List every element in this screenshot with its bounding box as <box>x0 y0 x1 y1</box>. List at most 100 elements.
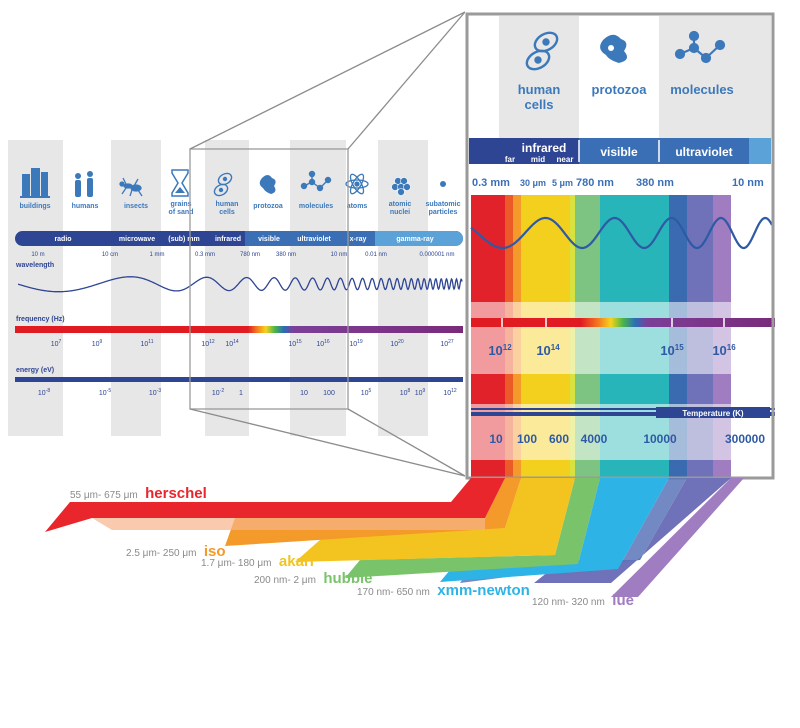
wavelength-tick: 10 nm <box>331 252 348 258</box>
object-label: protozoa <box>592 82 648 97</box>
temperature-tick: 10 <box>489 432 503 446</box>
band-label: infrared <box>522 141 567 155</box>
object-label: atomic <box>389 201 412 208</box>
insect-icon <box>119 177 143 197</box>
frequency-label: frequency (Hz) <box>16 316 65 323</box>
wavelength-tick: 5 μm <box>552 178 573 188</box>
energy-bar <box>15 377 463 382</box>
wavelength-tick: 30 μm <box>520 178 546 188</box>
frequency-tick: 1012 <box>488 343 512 358</box>
buildings-icon <box>20 168 50 198</box>
mission-label-akari: 1.7 μm- 180 μm akari <box>201 553 314 570</box>
cells-icon <box>525 31 559 71</box>
energy-tick: 10-5 <box>99 388 111 397</box>
object-label: protozoa <box>253 203 283 210</box>
frequency-tick: 107 <box>51 339 62 348</box>
object-label-line2: cells <box>525 97 554 112</box>
molecule-icon <box>300 170 332 192</box>
hourglass-icon <box>171 169 189 197</box>
energy-tick: 1 <box>239 390 243 397</box>
band-label: x-ray <box>350 236 367 243</box>
object-label: human <box>216 201 239 208</box>
mission-ribbons <box>45 478 744 597</box>
energy-tick: 10-8 <box>38 388 50 397</box>
frequency-ticks: 1012 1014 1015 1016 <box>488 343 736 358</box>
band-label: far <box>505 155 515 164</box>
energy-tick: 10-3 <box>149 388 161 397</box>
ribbon-hubble <box>345 478 600 578</box>
frequency-tick: 1027 <box>440 339 454 348</box>
frequency-tick: 1016 <box>316 339 330 348</box>
mission-label-xmm-newton: 170 nm- 650 nm xmm-newton <box>357 582 530 599</box>
object-label-line2: particles <box>429 209 458 216</box>
protozoa-icon <box>259 175 276 194</box>
frequency-bar <box>15 326 463 333</box>
band-label: radio <box>54 236 71 243</box>
wavelength-tick: 0.01 nm <box>365 252 387 258</box>
object-label-line2: of sand <box>169 209 194 216</box>
band-label: ultraviolet <box>675 145 732 159</box>
wavelength-tick: 380 nm <box>636 177 674 189</box>
frequency-tick: 109 <box>92 339 103 348</box>
band-label: visible <box>258 236 280 243</box>
protozoa-icon <box>600 34 628 63</box>
zoom-box <box>189 11 466 477</box>
atom-icon <box>345 173 369 195</box>
frequency-tick: 1015 <box>288 339 302 348</box>
frequency-tick: 1014 <box>225 339 239 348</box>
wavelength-tick: 780 nm <box>240 252 260 258</box>
band-visible <box>579 138 659 164</box>
object-label: atoms <box>347 203 368 210</box>
ribbon-fill <box>534 478 731 583</box>
energy-tick: 100 <box>323 390 335 397</box>
temperature-tick: 300000 <box>725 432 765 446</box>
ribbon-iue <box>611 478 744 597</box>
frequency-tick: 1012 <box>201 339 215 348</box>
wavelength-tick: 380 nm <box>276 252 296 258</box>
nucleus-icon <box>391 177 411 196</box>
mission-label-herschel: 55 μm- 675 μm herschel <box>70 485 207 502</box>
object-label: molecules <box>299 203 333 210</box>
frequency-ticks: 107 109 1011 1012 1014 1015 1016 1019 1020 1027 <box>51 339 454 348</box>
wavelength-tick: 10 cm <box>102 252 118 258</box>
temperature-tick: 4000 <box>581 432 608 446</box>
object-label-line2: cells <box>219 209 235 216</box>
zoom-panel: human cells protozoa molecules infrared … <box>465 12 775 480</box>
wavelength-tick: 0.000001 nm <box>419 252 454 258</box>
mission-label-iue: 120 nm- 320 nm iue <box>532 592 634 609</box>
particle-icon <box>440 181 446 187</box>
object-label: subatomic <box>425 201 460 208</box>
object-label: grains <box>170 201 191 208</box>
object-label: human <box>518 82 561 97</box>
temperature-tick: 100 <box>517 432 537 446</box>
wavelength-label: wavelength <box>15 262 54 269</box>
energy-tick: 10-2 <box>212 388 224 397</box>
stripe <box>659 16 771 138</box>
object-label: molecules <box>670 82 734 97</box>
ribbon-akari <box>295 478 575 562</box>
object-label: buildings <box>19 203 50 210</box>
mission-label-iso: 2.5 μm- 250 μm iso <box>126 543 226 560</box>
energy-tick: 105 <box>361 388 372 397</box>
object-label-line2: nuclei <box>390 209 410 216</box>
energy-tick: 108 <box>400 388 411 397</box>
temperature-tick: 10000 <box>643 432 677 446</box>
band-infrared <box>499 138 579 164</box>
ribbon-herschel <box>45 478 505 532</box>
energy-tick: 1012 <box>443 388 457 397</box>
band-label: near <box>557 155 574 164</box>
wavelength-wave <box>470 216 773 250</box>
temperature-bar <box>471 412 775 416</box>
band-label: (sub) mm <box>168 236 200 243</box>
frequency-bar <box>471 318 775 327</box>
energy-tick: 10 <box>300 390 308 397</box>
temperature-tick: 600 <box>549 432 569 446</box>
energy-tick: 109 <box>415 388 426 397</box>
wavelength-tick: 10 m <box>31 252 44 258</box>
wavelength-tick: 780 nm <box>576 177 614 189</box>
mission-label-hubble: 200 nm- 2 μm hubble <box>254 570 373 587</box>
frequency-tick: 1014 <box>536 343 560 358</box>
energy-ticks: 10-8 10-5 10-3 10-2 1 10 100 105 108 109 1012 <box>38 388 457 397</box>
wavelength-tick: 1 mm <box>150 252 165 258</box>
